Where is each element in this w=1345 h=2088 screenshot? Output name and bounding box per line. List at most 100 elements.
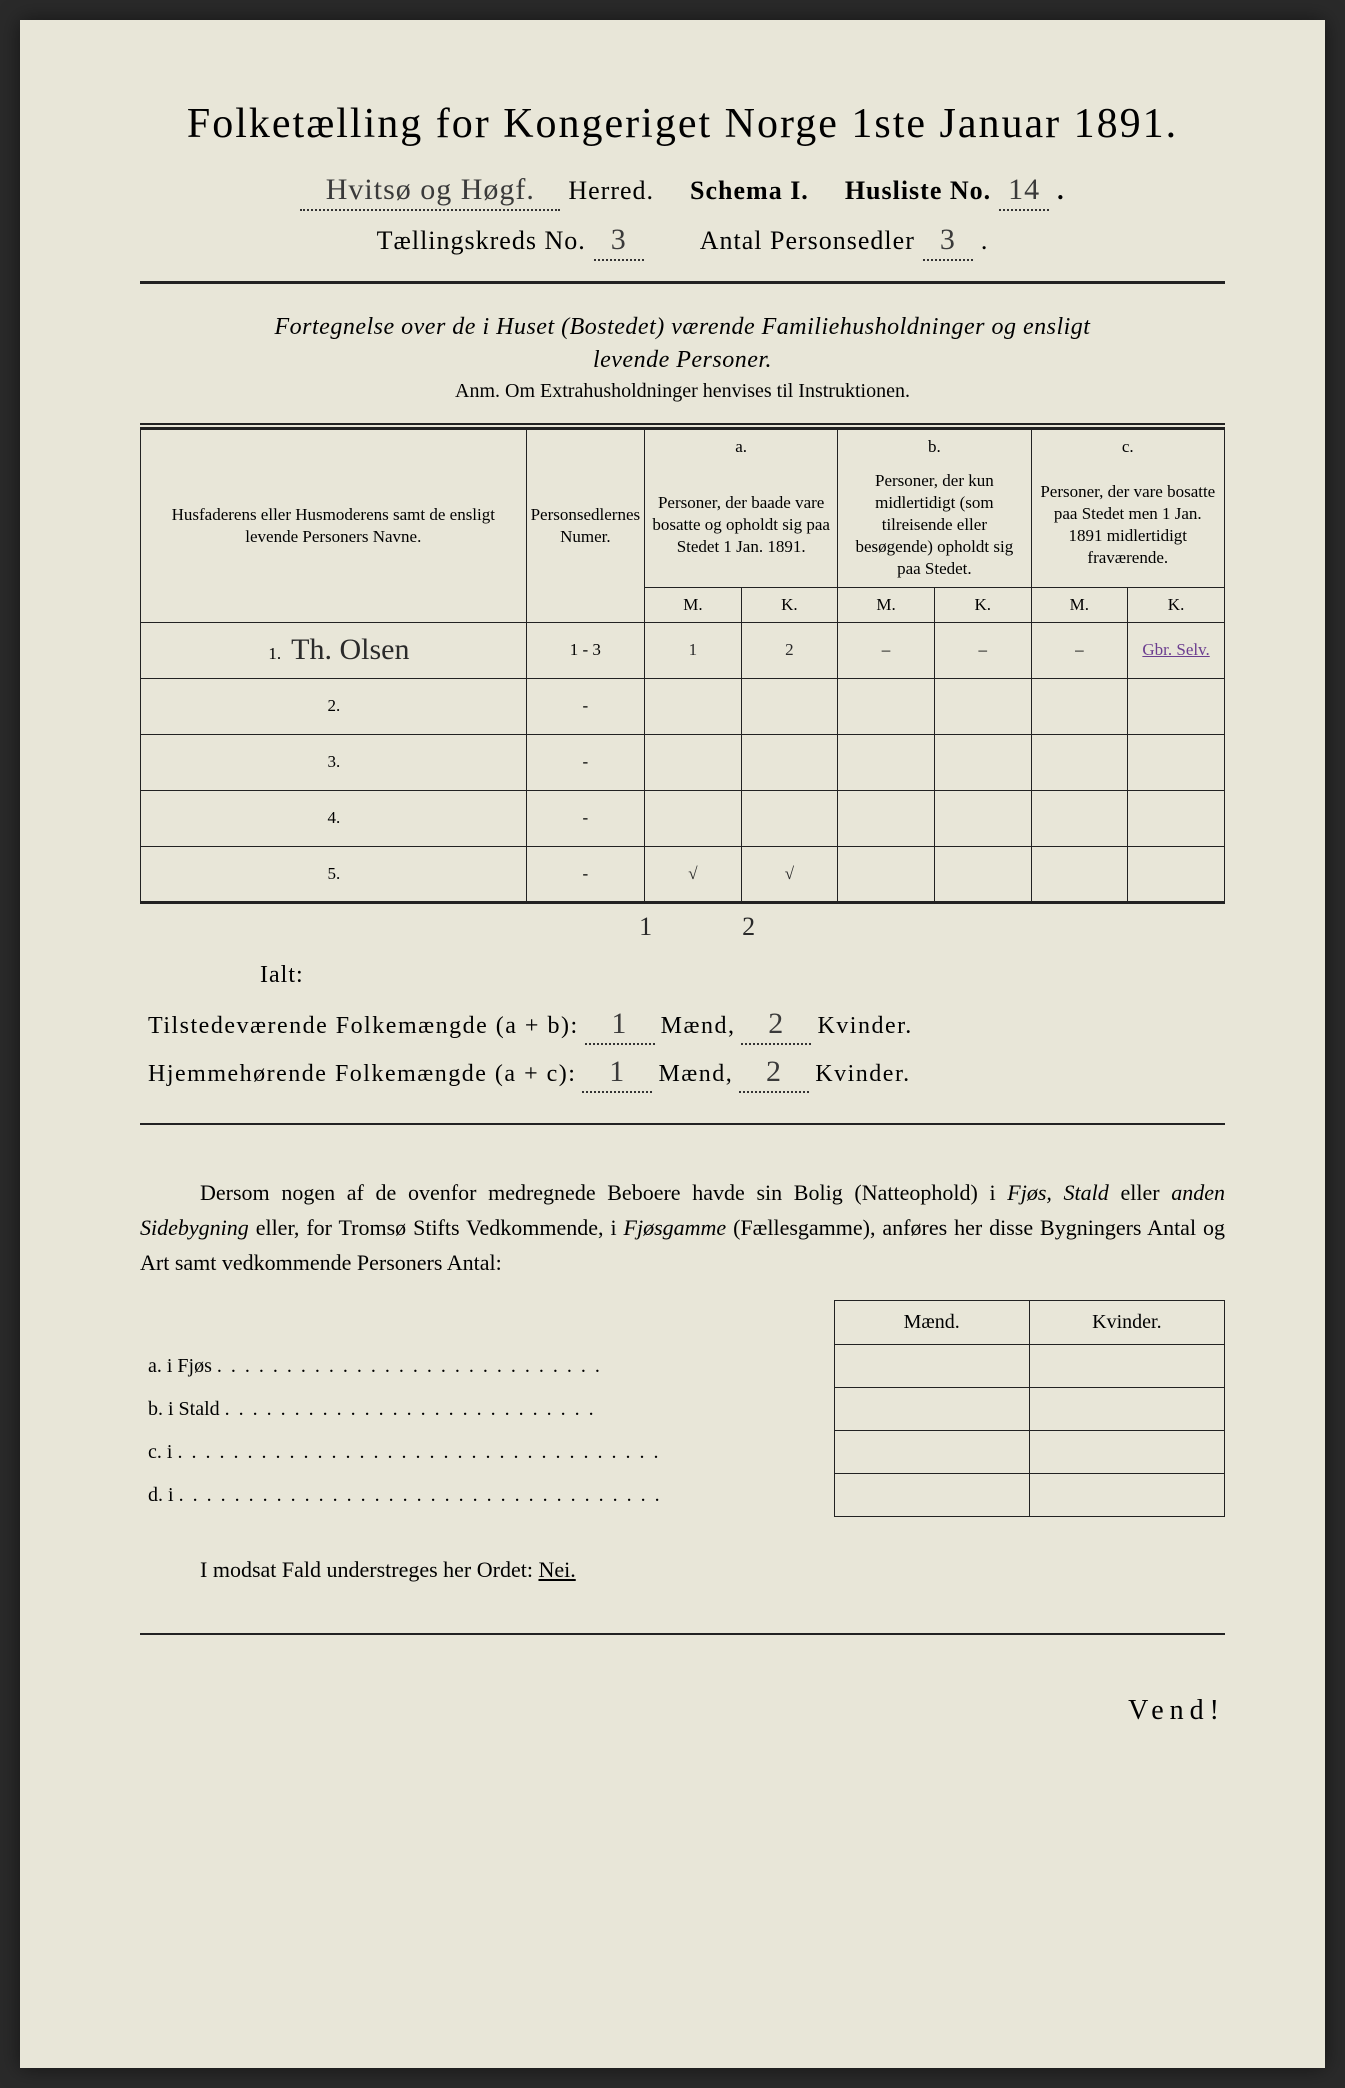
cell [1029, 1388, 1224, 1431]
table-row: 5. - √ √ [141, 846, 1225, 902]
building-row: a. i Fjøs . . . . . . . . . . . . . . . … [140, 1345, 1225, 1388]
cell: √ [741, 846, 838, 902]
cell: – [838, 622, 935, 678]
totals-line-2: Hjemmehørende Folkemængde (a + c): 1 Mæn… [148, 1055, 1225, 1093]
tilstede-label: Tilstedeværende Folkemængde (a + b): [148, 1013, 579, 1040]
totals-block: Tilstedeværende Folkemængde (a + b): 1 M… [148, 1007, 1225, 1093]
tilstede-m: 1 [585, 1007, 655, 1045]
row-number: 2. [316, 696, 340, 716]
husliste-label: Husliste No. [845, 176, 991, 206]
hjemme-label: Hjemmehørende Folkemængde (a + c): [148, 1061, 576, 1088]
cell: √ [645, 846, 742, 902]
anm-note: Anm. Om Extrahusholdninger henvises til … [140, 380, 1225, 403]
totals-line-1: Tilstedeværende Folkemængde (a + b): 1 M… [148, 1007, 1225, 1045]
cell: - [526, 734, 645, 790]
antal-no: 3 [923, 223, 973, 261]
col-c-m: M. [1031, 587, 1128, 622]
building-table: Mænd. Kvinder. a. i Fjøs . . . . . . . .… [140, 1300, 1225, 1517]
col-c-header: Personer, der vare bosatte paa Stedet me… [1031, 464, 1224, 587]
cell: - [526, 678, 645, 734]
col-a-k: K. [741, 587, 838, 622]
header-line-2: Tællingskreds No. 3 Antal Personsedler 3… [140, 223, 1225, 261]
modsat-text: I modsat Fald understreges her Ordet: [200, 1557, 538, 1582]
sum-a-m: 1 [639, 912, 652, 942]
antal-label: Antal Personsedler [700, 226, 915, 256]
cell: 1 [645, 622, 742, 678]
dots: . . . . . . . . . . . . . . . . . . . . … [177, 1441, 660, 1463]
herred-label: Herred. [568, 176, 654, 206]
col-name-header: Husfaderens eller Husmoderens samt de en… [141, 430, 527, 623]
cell-note: Gbr. Selv. [1128, 622, 1225, 678]
maend-label: Mænd, [658, 1061, 733, 1088]
building-label: d. i [148, 1484, 174, 1506]
maend-label: Mænd, [661, 1013, 736, 1040]
col-c-k: K. [1128, 587, 1225, 622]
building-label: a. i Fjøs [148, 1355, 212, 1377]
table-body: 1. Th. Olsen 1 - 3 1 2 – – – Gbr. Selv. 2… [141, 622, 1225, 902]
cell: 2 [741, 622, 838, 678]
table-row: 1. Th. Olsen 1 - 3 1 2 – – – Gbr. Selv. [141, 622, 1225, 678]
hjemme-m: 1 [582, 1055, 652, 1093]
col-a-m: M. [645, 587, 742, 622]
col-a-header: Personer, der baade vare bosatte og opho… [645, 464, 838, 587]
cell [1029, 1431, 1224, 1474]
row-number: 5. [316, 864, 340, 884]
tilstede-k: 2 [741, 1007, 811, 1045]
cell [834, 1474, 1029, 1517]
instruction-paragraph: Dersom nogen af de ovenfor medregnede Be… [140, 1175, 1225, 1281]
kreds-no: 3 [594, 223, 644, 261]
table-row: 3. - [141, 734, 1225, 790]
page-title: Folketælling for Kongeriget Norge 1ste J… [140, 100, 1225, 148]
census-form-page: Folketælling for Kongeriget Norge 1ste J… [20, 20, 1325, 2068]
row-number: 4. [316, 808, 340, 828]
small-kvinder-header: Kvinder. [1029, 1301, 1224, 1345]
subtitle-1: Fortegnelse over de i Huset (Bostedet) v… [140, 314, 1225, 341]
kreds-label: Tællingskreds No. [377, 226, 586, 256]
col-c-label: c. [1031, 430, 1224, 465]
cell [834, 1345, 1029, 1388]
row-name: Th. Olsen [291, 633, 409, 666]
header-line-1: Hvitsø og Høgf. Herred. Schema I. Huslis… [140, 173, 1225, 211]
kvinder-label: Kvinder. [817, 1013, 912, 1040]
herred-handwritten: Hvitsø og Høgf. [300, 173, 560, 211]
cell: - [526, 790, 645, 846]
kvinder-label: Kvinder. [815, 1061, 910, 1088]
nei-word: Nei. [538, 1557, 575, 1582]
row-number: 3. [316, 752, 340, 772]
modsat-line: I modsat Fald understreges her Ordet: Ne… [140, 1557, 1225, 1583]
table-row: 4. - [141, 790, 1225, 846]
divider-3 [140, 1633, 1225, 1635]
cell [834, 1431, 1029, 1474]
table-top-rule-1 [140, 423, 1225, 425]
building-row: b. i Stald . . . . . . . . . . . . . . .… [140, 1388, 1225, 1431]
husliste-no: 14 [999, 173, 1049, 211]
col-b-k: K. [934, 587, 1031, 622]
divider-2 [140, 1123, 1225, 1125]
main-table: Husfaderens eller Husmoderens samt de en… [140, 429, 1225, 904]
dots: . . . . . . . . . . . . . . . . . . . . … [225, 1398, 596, 1420]
divider [140, 281, 1225, 284]
col-b-header: Personer, der kun midlertidigt (som tilr… [838, 464, 1031, 587]
small-maend-header: Mænd. [834, 1301, 1029, 1345]
cell [1029, 1345, 1224, 1388]
dots: . . . . . . . . . . . . . . . . . . . . … [179, 1484, 662, 1506]
col-num-header: Personsedlernes Numer. [526, 430, 645, 623]
ialt-label: Ialt: [260, 962, 1225, 989]
cell: – [934, 622, 1031, 678]
hjemme-k: 2 [739, 1055, 809, 1093]
schema-label: Schema I. [690, 176, 809, 206]
row-num-cell: 1 - 3 [526, 622, 645, 678]
building-label: c. i [148, 1441, 172, 1463]
col-b-label: b. [838, 430, 1031, 465]
cell [1029, 1474, 1224, 1517]
cell: – [1031, 622, 1128, 678]
cell [834, 1388, 1029, 1431]
cell: - [526, 846, 645, 902]
sum-a-k: 2 [742, 912, 755, 942]
col-b-m: M. [838, 587, 935, 622]
vend-label: Vend! [140, 1695, 1225, 1727]
column-sums: 1 2 [639, 912, 1225, 942]
row-number: 1. [257, 644, 281, 664]
table-row: 2. - [141, 678, 1225, 734]
subtitle-2: levende Personer. [140, 347, 1225, 374]
